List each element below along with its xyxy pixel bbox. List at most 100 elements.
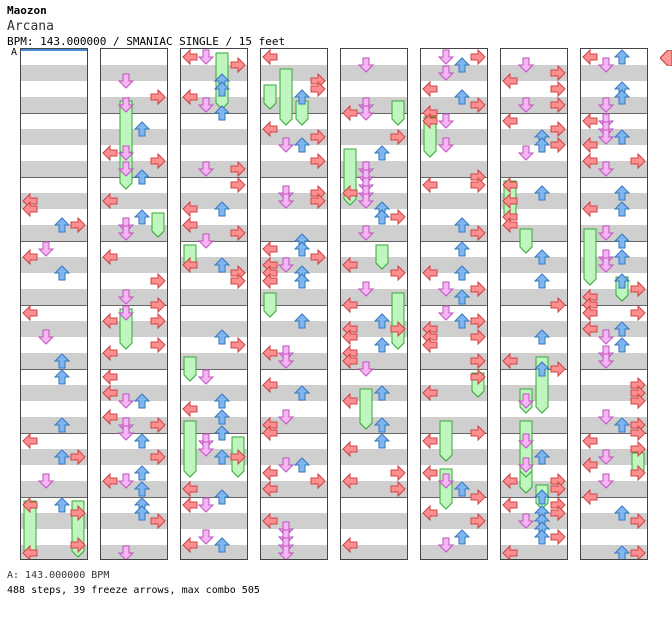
up-arrow-icon bbox=[373, 313, 391, 329]
measure-line bbox=[581, 433, 647, 434]
down-arrow-icon bbox=[197, 369, 215, 385]
up-arrow-icon bbox=[533, 361, 551, 377]
left-arrow-icon bbox=[182, 496, 198, 514]
down-arrow-icon bbox=[117, 97, 135, 113]
measure-line bbox=[341, 497, 407, 498]
up-arrow-icon bbox=[533, 489, 551, 505]
up-arrow-icon bbox=[53, 497, 71, 513]
down-arrow-icon bbox=[37, 329, 55, 345]
down-arrow-icon bbox=[117, 305, 135, 321]
right-arrow-icon bbox=[150, 416, 166, 434]
right-arrow-icon bbox=[390, 208, 406, 226]
right-arrow-icon bbox=[310, 248, 326, 266]
beat-stripe bbox=[261, 449, 327, 465]
right-arrow-icon bbox=[150, 336, 166, 354]
up-arrow-icon bbox=[213, 449, 231, 465]
down-arrow-icon bbox=[357, 361, 375, 377]
measure-line bbox=[261, 433, 327, 434]
down-arrow-icon bbox=[597, 57, 615, 73]
up-arrow-icon bbox=[533, 185, 551, 201]
beat-stripe bbox=[261, 97, 327, 113]
beat-stripe bbox=[501, 353, 567, 369]
up-arrow-icon bbox=[453, 217, 471, 233]
left-arrow-icon bbox=[582, 456, 598, 474]
right-arrow-icon bbox=[70, 504, 86, 522]
beat-stripe bbox=[341, 225, 407, 241]
right-arrow-icon bbox=[390, 480, 406, 498]
right-arrow-icon bbox=[550, 80, 566, 98]
down-arrow-icon bbox=[37, 473, 55, 489]
measure-line bbox=[421, 369, 487, 370]
up-arrow-icon bbox=[533, 249, 551, 265]
left-arrow-icon bbox=[582, 200, 598, 218]
beat-stripe bbox=[181, 225, 247, 241]
up-arrow-icon bbox=[293, 241, 311, 257]
up-arrow-icon bbox=[533, 529, 551, 545]
up-arrow-icon bbox=[293, 385, 311, 401]
beat-stripe bbox=[101, 353, 167, 369]
right-arrow-icon bbox=[550, 136, 566, 154]
up-arrow-icon bbox=[453, 481, 471, 497]
freeze-arrow bbox=[375, 244, 389, 270]
beat-stripe bbox=[181, 129, 247, 145]
notes-layer bbox=[342, 57, 406, 554]
measure-line bbox=[181, 241, 247, 242]
up-arrow-icon bbox=[213, 489, 231, 505]
beat-stripe bbox=[181, 97, 247, 113]
left-arrow-icon bbox=[582, 320, 598, 338]
left-arrow-icon bbox=[182, 216, 198, 234]
down-arrow-icon bbox=[517, 97, 535, 113]
up-arrow-icon bbox=[453, 529, 471, 545]
beat-stripe bbox=[501, 65, 567, 81]
right-arrow-icon bbox=[470, 512, 486, 530]
down-arrow-icon bbox=[597, 257, 615, 273]
chart-column bbox=[100, 48, 168, 560]
beat-stripe bbox=[501, 161, 567, 177]
up-arrow-icon bbox=[293, 137, 311, 153]
beat-stripe bbox=[341, 257, 407, 273]
up-arrow-icon bbox=[53, 265, 71, 281]
right-arrow-icon bbox=[630, 464, 646, 482]
left-arrow-icon bbox=[102, 312, 118, 330]
left-arrow-icon bbox=[582, 488, 598, 506]
up-arrow-icon bbox=[613, 545, 631, 559]
measure-line bbox=[501, 433, 567, 434]
beat-stripe bbox=[181, 353, 247, 369]
freeze-arrow bbox=[519, 228, 533, 254]
left-arrow-icon bbox=[582, 152, 598, 170]
right-arrow-icon bbox=[150, 296, 166, 314]
freeze-arrow bbox=[183, 420, 197, 478]
up-arrow-icon bbox=[133, 169, 151, 185]
down-arrow-icon bbox=[117, 73, 135, 89]
right-arrow-icon bbox=[230, 336, 246, 354]
up-arrow-icon bbox=[533, 273, 551, 289]
beat-stripe bbox=[341, 417, 407, 433]
down-arrow-icon bbox=[197, 49, 215, 65]
beat-stripe bbox=[341, 97, 407, 113]
up-arrow-icon bbox=[293, 457, 311, 473]
freeze-arrow bbox=[439, 420, 453, 462]
down-arrow-icon bbox=[357, 225, 375, 241]
right-arrow-icon bbox=[470, 224, 486, 242]
left-arrow-icon bbox=[22, 544, 38, 559]
left-arrow-icon bbox=[422, 112, 438, 130]
beat-stripe bbox=[261, 481, 327, 497]
down-arrow-icon bbox=[517, 57, 535, 73]
left-arrow-icon bbox=[342, 104, 358, 122]
left-arrow-icon bbox=[582, 112, 598, 130]
right-arrow-icon bbox=[470, 176, 486, 194]
left-arrow-icon bbox=[182, 200, 198, 218]
left-arrow-icon bbox=[422, 384, 438, 402]
measure-line bbox=[101, 369, 167, 370]
down-arrow-icon bbox=[517, 145, 535, 161]
down-arrow-icon bbox=[357, 281, 375, 297]
freeze-arrow bbox=[359, 388, 373, 430]
right-arrow-icon bbox=[550, 528, 566, 546]
down-arrow-icon bbox=[197, 161, 215, 177]
down-arrow-icon bbox=[277, 137, 295, 153]
up-arrow-icon bbox=[613, 273, 631, 289]
beat-stripe bbox=[341, 193, 407, 209]
beat-stripe bbox=[581, 513, 647, 529]
up-arrow-icon bbox=[613, 233, 631, 249]
beat-stripe bbox=[341, 481, 407, 497]
